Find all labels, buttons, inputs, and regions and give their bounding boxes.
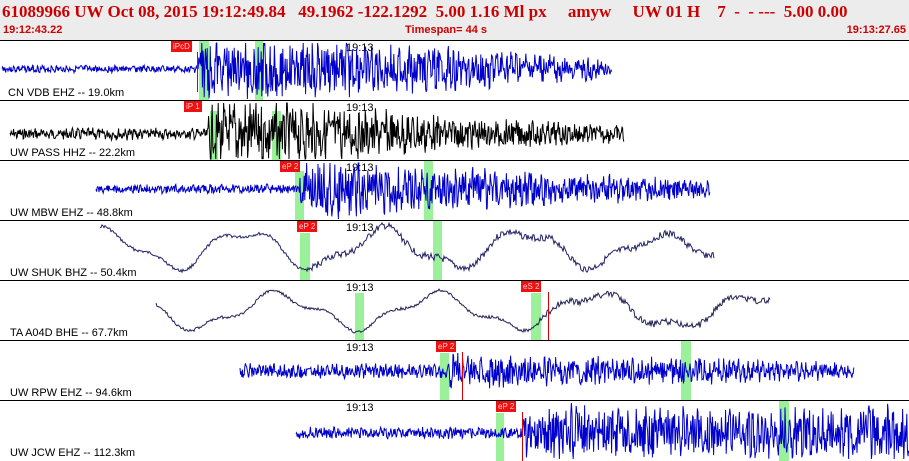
waveform-line (295, 402, 909, 460)
trace-rpw[interactable]: 19:13 eP 2 UW RPW EHZ -- 94.6km (0, 340, 909, 401)
station-label: UW SHUK BHZ -- 50.4km (10, 267, 137, 279)
pick-line (197, 52, 198, 92)
station-label: UW RPW EHZ -- 94.6km (10, 387, 132, 399)
phase-pick-marker[interactable]: iP 1 (184, 101, 202, 112)
arrival-window (210, 111, 218, 161)
arrival-window (496, 413, 504, 461)
waveform (155, 288, 771, 334)
trace-shuk[interactable]: 19:13 eP 2 UW SHUK BHZ -- 50.4km (0, 220, 909, 281)
phase-pick-marker[interactable]: eP 2 (280, 161, 301, 172)
station-label: UW PASS HHZ -- 22.2km (10, 147, 136, 159)
event-header: 61089966 UW Oct 08, 2015 19:12:49.84 49.… (0, 0, 909, 40)
timespan-label: Timespan= 44 s (405, 24, 488, 36)
arrival-window (300, 233, 310, 281)
arrival-window (295, 171, 304, 221)
arrival-window (440, 353, 449, 401)
time-tick: 19:13 (346, 222, 374, 234)
arrival-window (424, 161, 433, 221)
time-tick: 19:13 (346, 402, 374, 414)
phase-pick-marker[interactable]: eP 2 (436, 341, 457, 352)
trace-a04d[interactable]: 19:13 eS 2 TA A04D BHE -- 67.7km (0, 280, 909, 341)
pick-line (462, 352, 463, 401)
waveform-line (9, 102, 625, 161)
phase-pick-marker[interactable]: eS 2 (521, 281, 542, 292)
arrival-window (355, 293, 364, 341)
waveform-line (99, 221, 715, 274)
waveform-line (1, 42, 613, 100)
trace-pass[interactable]: 19:13 iP 1 UW PASS HHZ -- 22.2km (0, 100, 909, 161)
arrival-window (433, 221, 442, 281)
arrival-window (531, 293, 541, 341)
station-label: UW MBW EHZ -- 48.8km (10, 207, 133, 219)
waveform-line (95, 162, 711, 220)
phase-pick-marker[interactable]: eP 2 (496, 401, 517, 412)
station-label: TA A04D BHE -- 67.7km (10, 327, 128, 339)
arrival-window (779, 401, 789, 461)
waveform (295, 402, 909, 460)
start-time: 19:12:43.22 (3, 24, 63, 36)
waveform-line (239, 352, 855, 389)
trace-jcw[interactable]: 19:13 eP 2 UW JCW EHZ -- 112.3km (0, 400, 909, 461)
time-tick: 19:13 (346, 102, 374, 114)
seismogram-panel[interactable]: 19:13 iPcD CN VDB EHZ -- 19.0km 19:13 iP… (0, 40, 909, 461)
waveform (239, 352, 855, 389)
waveform (99, 221, 715, 274)
trace-vdb[interactable]: 19:13 iPcD CN VDB EHZ -- 19.0km (0, 40, 909, 101)
time-tick: 19:13 (346, 282, 374, 294)
phase-pick-marker[interactable]: iPcD (171, 41, 192, 52)
station-label: CN VDB EHZ -- 19.0km (8, 87, 125, 99)
time-tick: 19:13 (346, 342, 374, 354)
end-time: 19:13:27.65 (846, 24, 906, 36)
waveform (9, 102, 625, 161)
phase-pick-marker[interactable]: eP 2 (297, 221, 318, 232)
trace-mbw[interactable]: 19:13 eP 2 UW MBW EHZ -- 48.8km (0, 160, 909, 221)
waveform (1, 42, 613, 100)
station-label: UW JCW EHZ -- 112.3km (10, 447, 136, 459)
event-title: 61089966 UW Oct 08, 2015 19:12:49.84 49.… (2, 2, 848, 21)
waveform-line (155, 288, 771, 334)
pick-line (522, 412, 523, 461)
waveform (95, 162, 711, 220)
time-tick: 19:13 (346, 162, 374, 174)
pick-line (548, 292, 549, 341)
